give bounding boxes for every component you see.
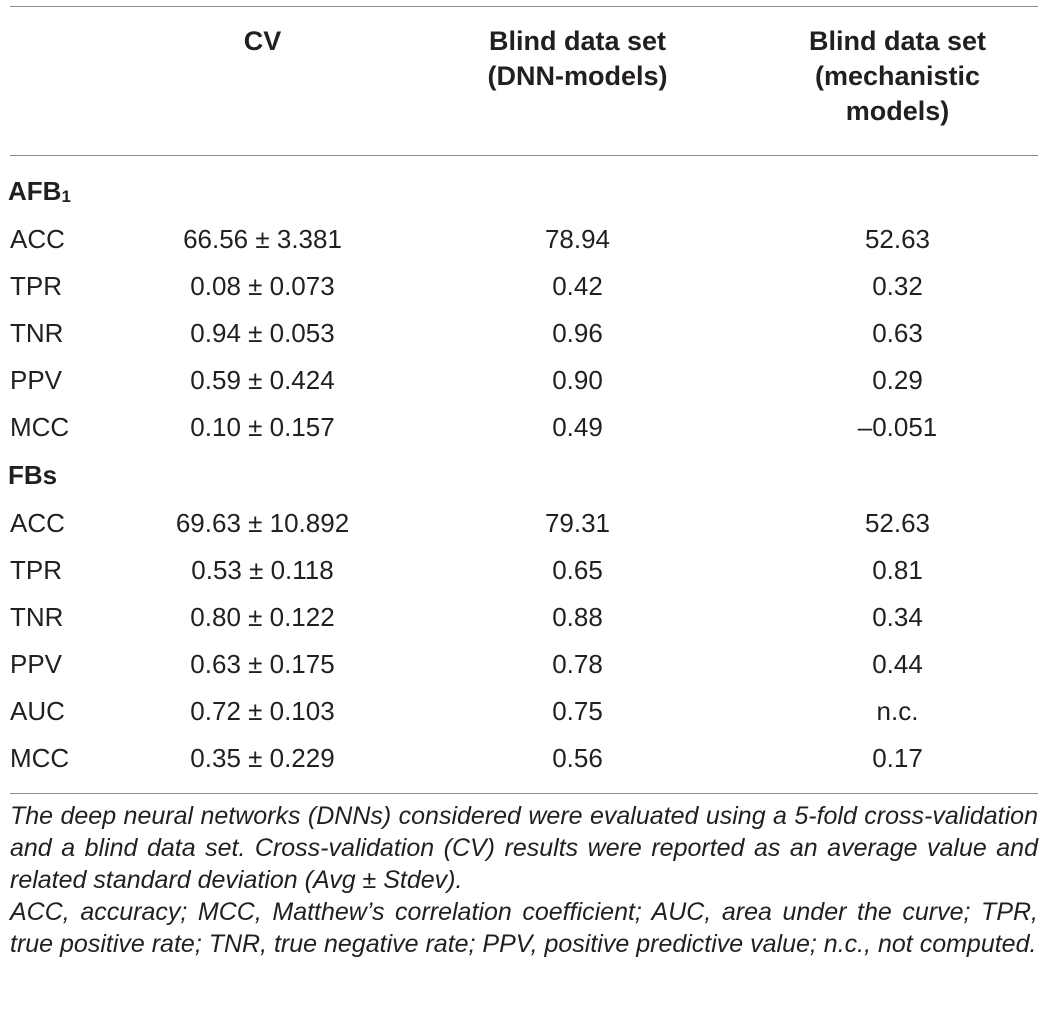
top-rule bbox=[10, 6, 1038, 7]
blind-dnn-value: 0.96 bbox=[552, 318, 603, 348]
metric-label: ACC bbox=[10, 508, 65, 538]
blind-dnn-value: 0.49 bbox=[552, 412, 603, 442]
section-subscript: 1 bbox=[61, 187, 71, 206]
metric-label: TPR bbox=[10, 271, 62, 301]
cv-value: 66.56 ± 3.381 bbox=[183, 224, 342, 254]
metric-label: PPV bbox=[10, 365, 63, 395]
header-cv: CV bbox=[140, 24, 385, 59]
blind-mechanistic-value: –0.051 bbox=[857, 412, 938, 442]
metric-label: PPV bbox=[10, 649, 63, 679]
blind-mechanistic-value: n.c. bbox=[876, 696, 919, 726]
header-blind-mech-line1: Blind data set bbox=[808, 26, 987, 56]
table-row: PPV 0.59 ± 0.424 0.90 0.29 bbox=[0, 357, 1044, 404]
header-blind-dnn-line2: (DNN-models) bbox=[487, 61, 668, 91]
cv-value: 0.72 ± 0.103 bbox=[190, 696, 335, 726]
blind-mechanistic-value: 0.32 bbox=[872, 271, 923, 301]
cv-value: 0.53 ± 0.118 bbox=[191, 555, 334, 585]
blind-mechanistic-value: 52.63 bbox=[864, 224, 931, 254]
table-bottom-rule bbox=[10, 793, 1038, 794]
section-name: AFB bbox=[8, 176, 62, 206]
table-row: MCC 0.35 ± 0.229 0.56 0.17 bbox=[0, 735, 1044, 782]
section-title-fbs: FBs bbox=[8, 460, 57, 491]
blind-dnn-value: 79.31 bbox=[544, 508, 611, 538]
blind-dnn-value: 0.75 bbox=[552, 696, 603, 726]
cv-value: 69.63 ± 10.892 bbox=[175, 508, 350, 538]
blind-mechanistic-value: 0.81 bbox=[872, 555, 923, 585]
metric-label: AUC bbox=[10, 696, 65, 726]
metric-label: TPR bbox=[10, 555, 62, 585]
blind-mechanistic-value: 0.17 bbox=[872, 743, 923, 773]
metric-label: TNR bbox=[10, 318, 64, 348]
header-blind-dnn-line1: Blind data set bbox=[488, 26, 667, 56]
metric-label: ACC bbox=[10, 224, 65, 254]
metric-label: MCC bbox=[10, 412, 70, 442]
table-row: MCC 0.10 ± 0.157 0.49 –0.051 bbox=[0, 404, 1044, 451]
cv-value: 0.35 ± 0.229 bbox=[190, 743, 335, 773]
metric-label: MCC bbox=[10, 743, 70, 773]
blind-dnn-value: 78.94 bbox=[544, 224, 611, 254]
section-title-afb1: AFB1 bbox=[8, 176, 71, 207]
table-row: TNR 0.94 ± 0.053 0.96 0.63 bbox=[0, 310, 1044, 357]
cv-value: 0.59 ± 0.424 bbox=[190, 365, 335, 395]
header-rule bbox=[10, 155, 1038, 156]
header-blind-mechanistic: Blind data set (mechanistic models) bbox=[770, 24, 1025, 129]
footnote-methods: The deep neural networks (DNNs) consider… bbox=[10, 802, 1038, 894]
table-row: PPV 0.63 ± 0.175 0.78 0.44 bbox=[0, 641, 1044, 688]
table-row: TNR 0.80 ± 0.122 0.88 0.34 bbox=[0, 594, 1044, 641]
blind-dnn-value: 0.78 bbox=[552, 649, 603, 679]
header-blind-dnn: Blind data set (DNN-models) bbox=[450, 24, 705, 94]
blind-dnn-value: 0.90 bbox=[552, 365, 603, 395]
table-row: ACC 66.56 ± 3.381 78.94 52.63 bbox=[0, 216, 1044, 263]
table-row: ACC 69.63 ± 10.892 79.31 52.63 bbox=[0, 500, 1044, 547]
table-row: TPR 0.08 ± 0.073 0.42 0.32 bbox=[0, 263, 1044, 310]
blind-mechanistic-value: 0.29 bbox=[872, 365, 923, 395]
cv-value: 0.80 ± 0.122 bbox=[190, 602, 335, 632]
header-cv-label: CV bbox=[243, 26, 282, 56]
cv-value: 0.08 ± 0.073 bbox=[190, 271, 335, 301]
blind-mechanistic-value: 0.44 bbox=[872, 649, 923, 679]
header-blind-mech-line2: (mechanistic bbox=[814, 61, 981, 91]
blind-mechanistic-value: 52.63 bbox=[864, 508, 931, 538]
cv-value: 0.10 ± 0.157 bbox=[190, 412, 335, 442]
header-blind-mech-line3: models) bbox=[845, 96, 950, 126]
blind-mechanistic-value: 0.34 bbox=[872, 602, 923, 632]
blind-dnn-value: 0.42 bbox=[552, 271, 603, 301]
blind-dnn-value: 0.65 bbox=[552, 555, 603, 585]
blind-dnn-value: 0.88 bbox=[552, 602, 603, 632]
cv-value: 0.94 ± 0.053 bbox=[190, 318, 335, 348]
table-row: TPR 0.53 ± 0.118 0.65 0.81 bbox=[0, 547, 1044, 594]
table-row: AUC 0.72 ± 0.103 0.75 n.c. bbox=[0, 688, 1044, 735]
section-name: FBs bbox=[8, 460, 58, 490]
blind-mechanistic-value: 0.63 bbox=[872, 318, 923, 348]
metric-label: TNR bbox=[10, 602, 64, 632]
table-footnotes: The deep neural networks (DNNs) consider… bbox=[10, 800, 1038, 960]
blind-dnn-value: 0.56 bbox=[552, 743, 603, 773]
cv-value: 0.63 ± 0.175 bbox=[190, 649, 335, 679]
footnote-abbreviations: ACC, accuracy; MCC, Matthew’s correlatio… bbox=[10, 898, 1038, 958]
